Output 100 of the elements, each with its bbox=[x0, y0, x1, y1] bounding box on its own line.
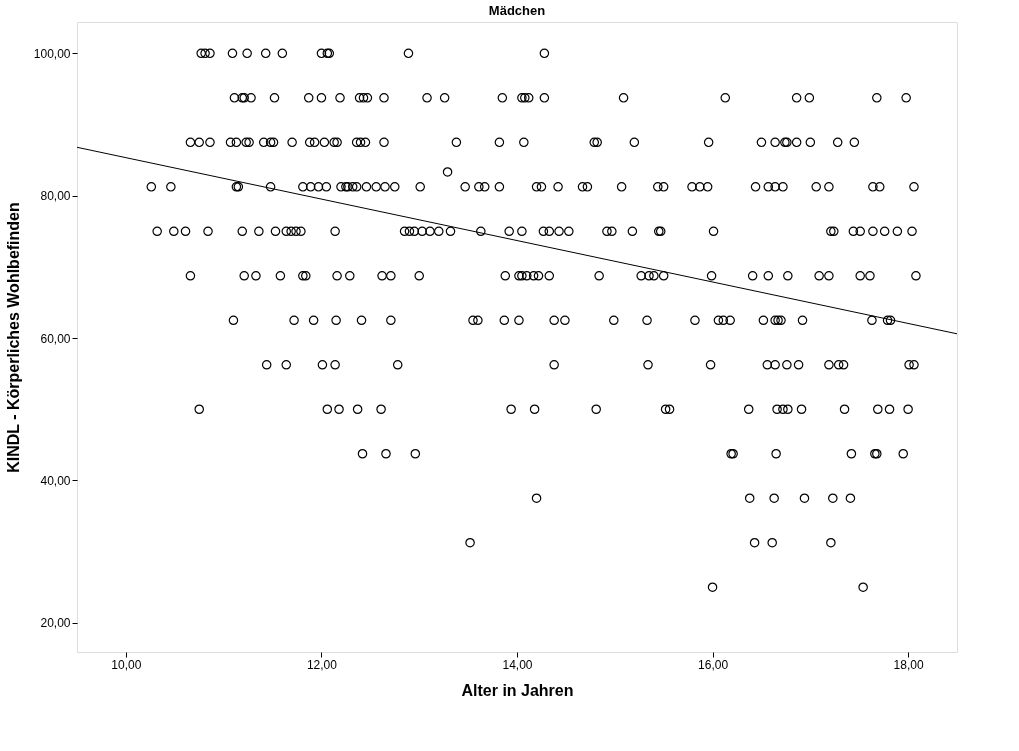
point bbox=[379, 137, 389, 148]
point bbox=[690, 315, 700, 326]
point bbox=[270, 226, 281, 237]
point bbox=[607, 226, 617, 237]
point bbox=[529, 404, 540, 415]
point bbox=[316, 48, 327, 59]
point bbox=[347, 182, 358, 192]
point bbox=[422, 93, 432, 103]
point bbox=[289, 315, 299, 326]
point bbox=[465, 537, 475, 548]
point bbox=[265, 182, 276, 192]
point bbox=[203, 226, 213, 237]
point bbox=[884, 404, 895, 415]
point bbox=[442, 167, 453, 177]
point bbox=[618, 93, 629, 103]
point bbox=[319, 137, 330, 148]
point bbox=[549, 315, 559, 326]
point bbox=[778, 182, 788, 192]
point bbox=[517, 226, 527, 237]
point bbox=[352, 404, 363, 415]
point bbox=[531, 493, 542, 504]
point bbox=[499, 315, 510, 326]
point bbox=[805, 137, 816, 148]
point bbox=[858, 582, 868, 592]
point bbox=[560, 315, 570, 326]
point bbox=[763, 182, 774, 192]
point bbox=[185, 137, 196, 148]
point bbox=[355, 137, 366, 148]
point bbox=[237, 226, 248, 237]
point bbox=[756, 137, 767, 148]
point bbox=[799, 493, 810, 504]
point bbox=[504, 226, 514, 237]
point bbox=[536, 182, 547, 192]
point bbox=[664, 404, 675, 415]
point bbox=[519, 137, 529, 148]
point bbox=[627, 226, 638, 237]
point bbox=[708, 226, 719, 237]
point bbox=[549, 359, 559, 370]
point bbox=[538, 226, 549, 237]
point bbox=[782, 359, 792, 370]
point bbox=[261, 359, 272, 370]
point bbox=[713, 315, 724, 326]
point bbox=[848, 226, 859, 237]
point bbox=[331, 315, 341, 326]
point bbox=[660, 404, 671, 415]
point bbox=[828, 493, 838, 504]
point bbox=[254, 226, 264, 237]
point bbox=[494, 137, 505, 148]
point bbox=[377, 271, 387, 281]
point bbox=[425, 226, 435, 237]
point bbox=[415, 182, 425, 192]
point bbox=[564, 226, 574, 237]
point bbox=[404, 226, 415, 237]
point bbox=[839, 404, 850, 415]
point bbox=[707, 582, 718, 592]
point bbox=[246, 93, 256, 103]
chart-title: Mädchen bbox=[488, 3, 546, 18]
point bbox=[743, 404, 754, 415]
point bbox=[497, 93, 508, 103]
point bbox=[909, 359, 919, 370]
point bbox=[275, 271, 286, 281]
point bbox=[642, 315, 652, 326]
point bbox=[793, 359, 804, 370]
point bbox=[309, 137, 320, 148]
point bbox=[277, 48, 288, 59]
point bbox=[832, 137, 843, 148]
point bbox=[417, 226, 427, 237]
point bbox=[260, 48, 271, 59]
point bbox=[460, 182, 470, 192]
x-tick-label: 12,00 bbox=[306, 657, 338, 672]
point bbox=[376, 404, 386, 415]
point bbox=[892, 226, 903, 237]
point bbox=[609, 315, 619, 326]
point bbox=[658, 271, 669, 281]
point bbox=[298, 182, 308, 192]
point bbox=[772, 404, 782, 415]
point bbox=[399, 226, 410, 237]
point bbox=[410, 448, 421, 459]
point bbox=[763, 271, 774, 281]
point bbox=[281, 359, 292, 370]
y-tick-label: 40,00 bbox=[40, 473, 71, 488]
point bbox=[747, 271, 758, 281]
point bbox=[479, 182, 490, 192]
point bbox=[345, 271, 355, 281]
point bbox=[544, 271, 555, 281]
point bbox=[577, 182, 588, 192]
point bbox=[865, 271, 875, 281]
point bbox=[362, 93, 373, 103]
point bbox=[196, 48, 206, 59]
x-axis-title: Alter in Jahren bbox=[461, 681, 574, 699]
point bbox=[544, 226, 555, 237]
point bbox=[433, 226, 444, 237]
point bbox=[771, 448, 781, 459]
point bbox=[356, 315, 367, 326]
point bbox=[867, 315, 877, 326]
point bbox=[334, 404, 344, 415]
point bbox=[205, 48, 215, 59]
point bbox=[531, 182, 542, 192]
point bbox=[451, 137, 462, 148]
point bbox=[296, 226, 306, 237]
